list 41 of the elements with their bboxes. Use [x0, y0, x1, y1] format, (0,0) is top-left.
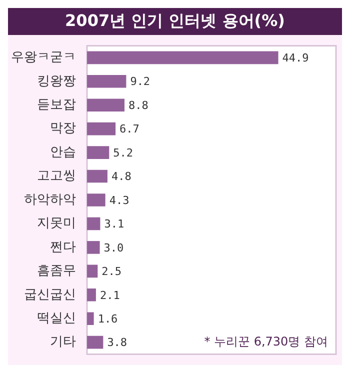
y-tick-label: 안습 — [50, 144, 76, 160]
data-label: 5.2 — [113, 146, 134, 160]
y-tick-label: 굽신굽신 — [24, 287, 76, 302]
bar — [87, 312, 94, 326]
bar — [87, 51, 278, 64]
y-tick-label: 고고씽 — [37, 168, 76, 184]
bar — [87, 336, 104, 349]
data-label: 2.5 — [102, 265, 122, 278]
y-tick-label: 듣보잡 — [37, 97, 76, 112]
bar — [87, 194, 106, 206]
y-tick-label: 흠좀무 — [37, 264, 76, 279]
data-label: 4.8 — [111, 170, 132, 184]
y-tick-label: 막장 — [50, 121, 76, 136]
data-label: 1.6 — [98, 312, 118, 326]
bar — [87, 241, 100, 254]
y-tick-label: 하악하악 — [24, 192, 76, 208]
chart-title: 2007년 인기 인터넷 용어(%) — [8, 8, 342, 35]
data-label: 3.8 — [107, 336, 128, 350]
bar — [87, 170, 108, 183]
bar — [87, 288, 96, 302]
data-label: 3.1 — [104, 218, 124, 231]
y-tick-label: 지못미 — [37, 216, 76, 232]
bar — [87, 217, 100, 230]
y-tick-label: 쩐다 — [50, 240, 76, 255]
data-label: 8.8 — [128, 98, 148, 112]
data-label: 9.2 — [130, 75, 150, 88]
bar — [87, 122, 116, 136]
bar — [87, 146, 110, 159]
bar — [87, 264, 98, 278]
y-tick-label: 떡실신 — [37, 310, 76, 326]
y-tick-label: 기타 — [50, 334, 76, 350]
data-label: 6.7 — [120, 122, 140, 136]
bar — [87, 98, 124, 112]
data-label: 3.0 — [104, 241, 124, 254]
data-label: 44.9 — [282, 52, 309, 65]
data-label: 2.1 — [100, 288, 120, 302]
y-tick-label: 우왕ㅋ굳ㅋ — [11, 50, 76, 66]
bar — [87, 74, 126, 88]
annotation: * 누리꾼 6,730명 참여 — [204, 334, 328, 348]
data-label: 4.3 — [109, 194, 130, 207]
y-tick-label: 킹왕짱 — [37, 74, 76, 89]
